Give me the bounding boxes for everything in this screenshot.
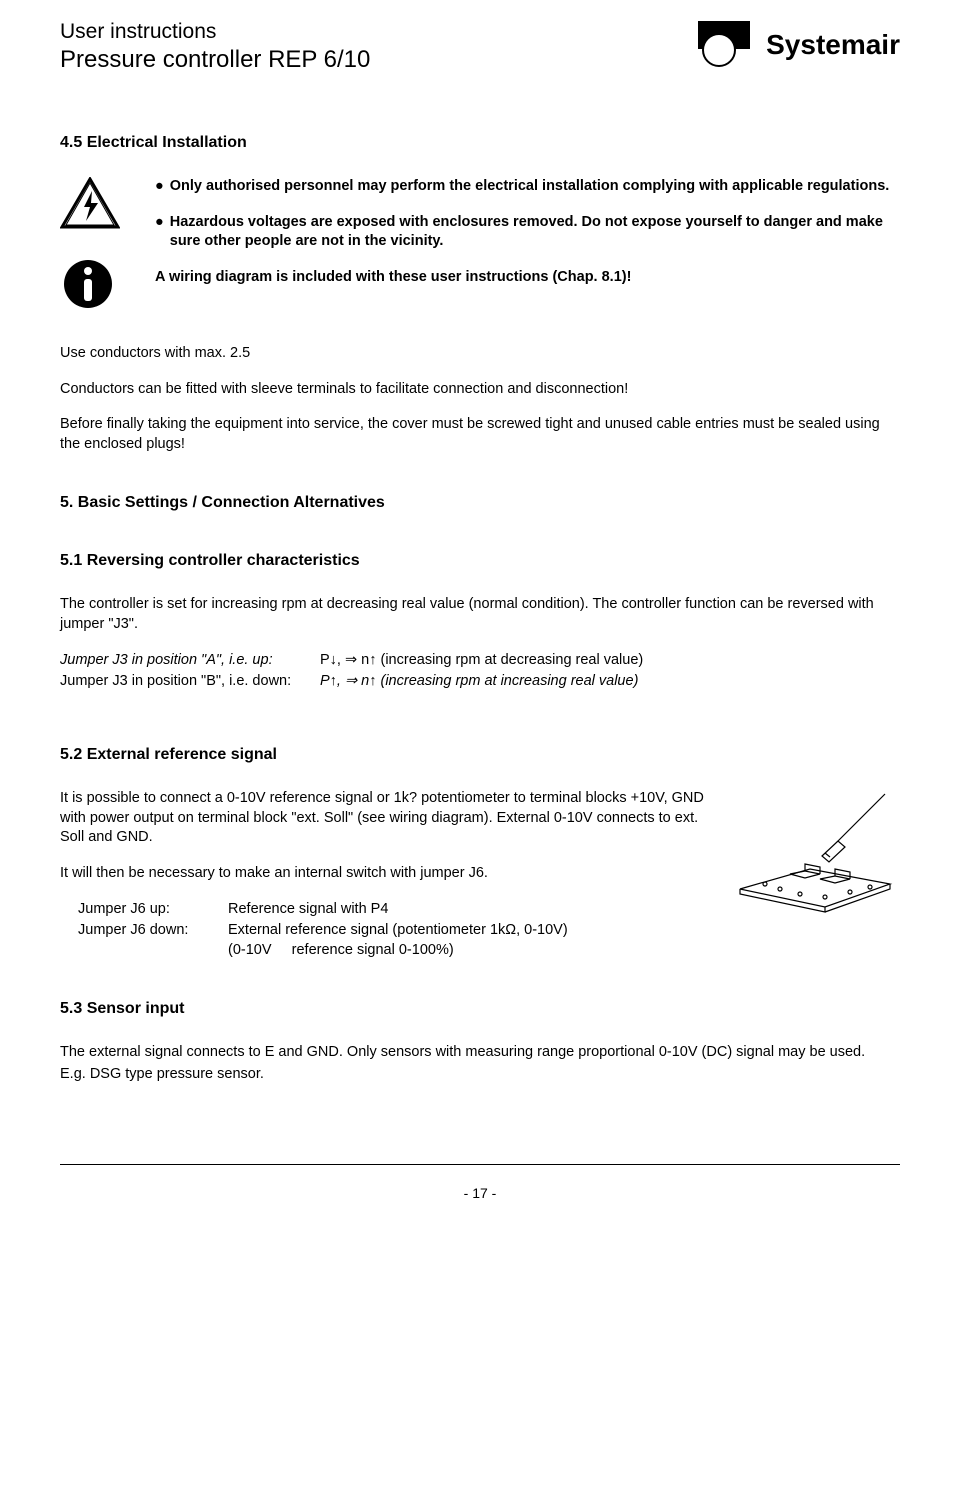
jumper-illustration-icon	[730, 789, 900, 919]
electrical-hazard-icon	[60, 177, 120, 229]
j6-up-desc: Reference signal with P4	[228, 899, 710, 919]
warning-icons	[60, 177, 120, 309]
logo-text: Systemair	[766, 29, 900, 61]
warning-section: ● Only authorised personnel may perform …	[60, 177, 900, 309]
para-5-3-1: The external signal connects to E and GN…	[60, 1043, 900, 1063]
heading-4-5: 4.5 Electrical Installation	[60, 134, 900, 152]
j3-a-desc: P↓, ⇒ n↑ (increasing rpm at decreasing r…	[320, 650, 900, 670]
j6-row-down: Jumper J6 down: External reference signa…	[78, 920, 710, 961]
para-5-2-2: It will then be necessary to make an int…	[60, 864, 710, 884]
page-number: - 17 -	[60, 1185, 900, 1201]
j6-down-desc-1: External reference signal (potentiometer…	[228, 920, 710, 940]
heading-5-2: 5.2 External reference signal	[60, 746, 900, 764]
heading-5-3: 5.3 Sensor input	[60, 1000, 900, 1018]
j3-a-label: Jumper J3 in position "A", i.e. up:	[60, 650, 320, 670]
wiring-note: A wiring diagram is included with these …	[155, 268, 900, 288]
bullet-1: ● Only authorised personnel may perform …	[155, 177, 900, 197]
j6-down-desc-2: (0-10V reference signal 0-100%)	[228, 940, 710, 960]
j6-row-up: Jumper J6 up: Reference signal with P4	[78, 899, 710, 919]
j6-down-desc: External reference signal (potentiometer…	[228, 920, 710, 961]
heading-5: 5. Basic Settings / Connection Alternati…	[60, 494, 900, 512]
footer-rule	[60, 1164, 900, 1165]
para-5-2-1: It is possible to connect a 0-10V refere…	[60, 789, 710, 848]
para-5-1: The controller is set for increasing rpm…	[60, 595, 900, 634]
bullet-2: ● Hazardous voltages are exposed with en…	[155, 213, 900, 252]
warning-text: ● Only authorised personnel may perform …	[145, 177, 900, 309]
page-header: User instructions Pressure controller RE…	[60, 20, 900, 74]
conductors-para-1: Use conductors with max. 2.5	[60, 344, 900, 364]
conductors-para-3: Before finally taking the equipment into…	[60, 415, 900, 454]
doc-type: User instructions	[60, 20, 370, 44]
j6-down-label: Jumper J6 down:	[78, 920, 228, 961]
doc-title: Pressure controller REP 6/10	[60, 46, 370, 74]
bullet-2-text: Hazardous voltages are exposed with encl…	[170, 213, 900, 252]
bullet-1-text: Only authorised personnel may perform th…	[170, 177, 890, 197]
external-ref-section: It is possible to connect a 0-10V refere…	[60, 789, 900, 960]
heading-5-1: 5.1 Reversing controller characteristics	[60, 552, 900, 570]
j3-b-desc: P↑, ⇒ n↑ (increasing rpm at increasing r…	[320, 671, 900, 691]
j3-b-label: Jumper J3 in position "B", i.e. down:	[60, 671, 320, 691]
bullet-icon: ●	[155, 213, 164, 233]
j3-row-a: Jumper J3 in position "A", i.e. up: P↓, …	[60, 650, 900, 670]
header-titles: User instructions Pressure controller RE…	[60, 20, 370, 74]
j3-row-b: Jumper J3 in position "B", i.e. down: P↑…	[60, 671, 900, 691]
external-ref-text: It is possible to connect a 0-10V refere…	[60, 789, 710, 960]
systemair-logo-icon	[691, 20, 761, 70]
info-icon	[63, 259, 113, 309]
logo: Systemair	[691, 20, 900, 70]
bullet-icon: ●	[155, 177, 164, 197]
conductors-para-2: Conductors can be fitted with sleeve ter…	[60, 380, 900, 400]
para-5-3-2: E.g. DSG type pressure sensor.	[60, 1065, 900, 1085]
j6-up-label: Jumper J6 up:	[78, 899, 228, 919]
